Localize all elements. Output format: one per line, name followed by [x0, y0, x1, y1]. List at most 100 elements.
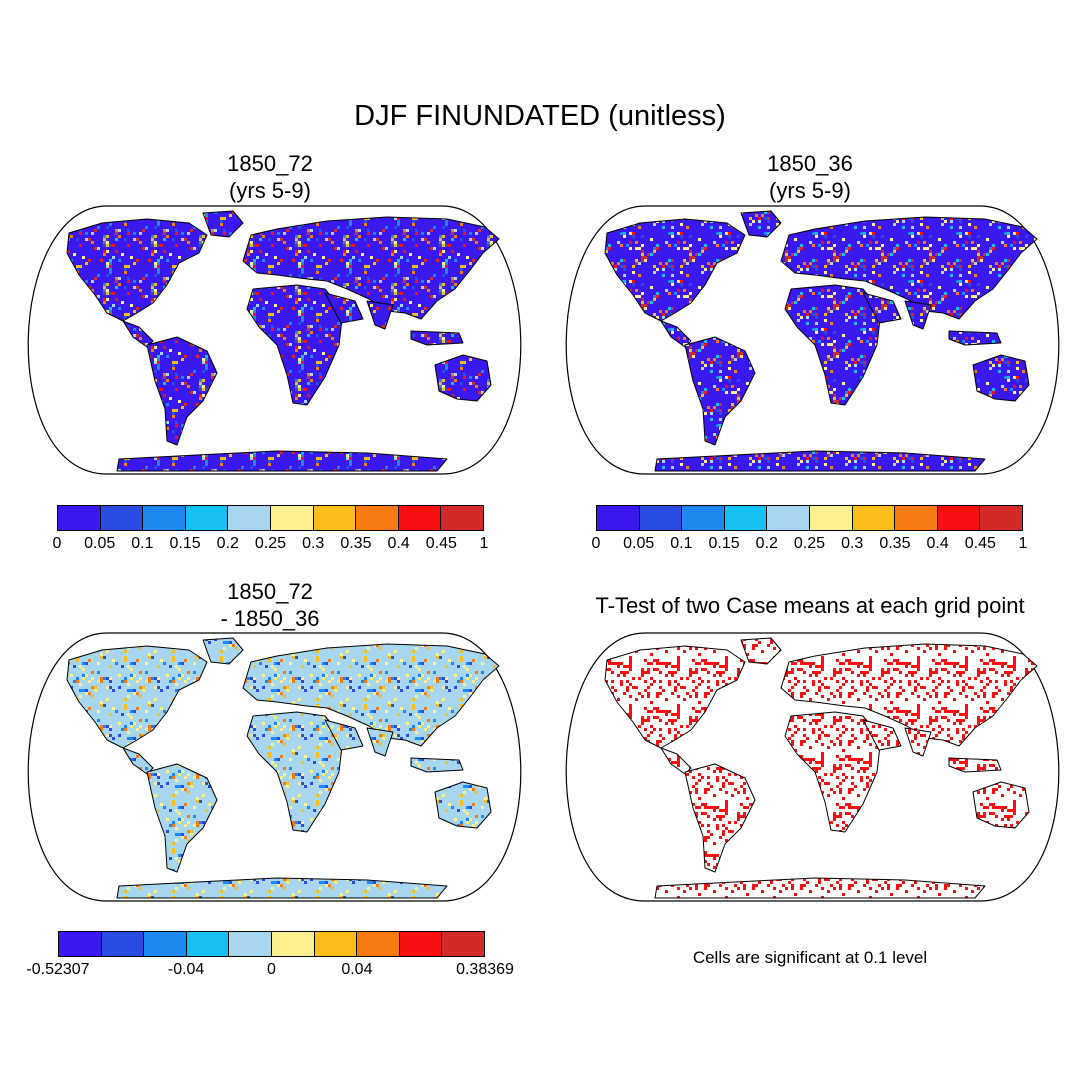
land-indonesia	[410, 330, 464, 346]
colorbar-swatch	[639, 506, 683, 530]
colorbar-swatch	[937, 506, 981, 530]
colorbar-swatch	[357, 932, 400, 956]
colorbar-swatch	[980, 506, 1022, 530]
colorbar-tick-label: 0.1	[670, 535, 693, 552]
land-india	[904, 727, 932, 757]
colorbar-tick-label: 0.45	[425, 535, 457, 552]
land-australia	[972, 781, 1030, 829]
panel-title-difference: 1850_72 - 1850_36	[220, 579, 320, 631]
colorbar-tick-label: 0.2	[216, 535, 239, 552]
colorbar-swatch	[852, 506, 896, 530]
colorbar-swatch	[271, 932, 315, 956]
panel-title-case1: 1850_72 (yrs 5-9)	[227, 151, 313, 203]
panel-title-ttest: T-Test of two Case means at each grid po…	[595, 593, 1025, 618]
land-southAmerica	[684, 336, 756, 446]
colorbar-tick-label: 0	[591, 535, 601, 552]
colorbar-swatch	[356, 506, 399, 530]
land-australia	[434, 781, 492, 829]
colorbar-tick-label: 0.04	[341, 961, 373, 978]
world-map-case2	[565, 205, 1060, 475]
colorbar-case1	[57, 505, 484, 531]
panel-title-case2: 1850_36 (yrs 5-9)	[767, 151, 853, 203]
colorbar-tick-label: 0.05	[84, 535, 116, 552]
land-greenland	[202, 637, 244, 665]
land-arabia	[324, 292, 364, 324]
colorbar-tick-label: 0.4	[926, 535, 949, 552]
colorbar-swatch	[767, 506, 810, 530]
colorbar-tick-label: 0.35	[340, 535, 372, 552]
world-map-case1	[27, 205, 522, 475]
colorbar-tick-label: 0.15	[169, 535, 201, 552]
colorbar-tick-label: 0.35	[879, 535, 911, 552]
colorbar-swatch	[186, 932, 230, 956]
land-india	[366, 727, 394, 757]
colorbar-case2	[596, 505, 1023, 531]
colorbar-swatch	[442, 932, 484, 956]
colorbar-tick-label: 0.05	[623, 535, 655, 552]
colorbar-tick-label: 0.38369	[456, 961, 514, 978]
colorbar-tick-label: 0	[52, 535, 62, 552]
land-eurasia	[242, 643, 500, 747]
colorbar-swatch	[809, 506, 853, 530]
land-indonesia	[410, 757, 464, 773]
colorbar-swatch	[682, 506, 725, 530]
land-indonesia	[948, 330, 1002, 346]
land-india	[904, 300, 932, 330]
colorbar-swatch	[144, 932, 187, 956]
colorbar-swatch	[228, 506, 271, 530]
land-greenland	[740, 637, 782, 665]
land-greenland	[202, 210, 244, 238]
land-australia	[434, 354, 492, 402]
colorbar-swatch	[313, 506, 357, 530]
land-antarctica	[116, 450, 448, 472]
colorbar-tick-label: 1	[1018, 535, 1028, 552]
land-northAmerica	[66, 218, 208, 322]
colorbar-labels-case1: 0 0.05 0.1 0.15 0.2 0.25 0.3 0.35 0.4 0.45 1	[53, 535, 489, 555]
land-arabia	[862, 719, 902, 751]
land-northAmerica	[66, 645, 208, 749]
colorbar-swatch	[314, 932, 358, 956]
land-antarctica	[654, 450, 986, 472]
colorbar-tick-label: 0.25	[793, 535, 826, 552]
land-africa	[784, 711, 882, 833]
colorbar-swatch	[100, 506, 144, 530]
colorbar-tick-label: 0.25	[254, 535, 287, 552]
colorbar-swatch	[59, 932, 102, 956]
world-map-difference	[27, 632, 522, 902]
land-africa	[246, 711, 344, 833]
land-indonesia	[948, 757, 1002, 773]
land-northAmerica	[604, 645, 746, 749]
land-arabia	[324, 719, 364, 751]
colorbar-swatch	[101, 932, 145, 956]
colorbar-labels-difference: -0.52307 -0.04 0 0.04 0.38369	[26, 961, 514, 981]
land-antarctica	[116, 877, 448, 899]
land-southAmerica	[684, 763, 756, 873]
significance-note: Cells are significant at 0.1 level	[692, 948, 928, 967]
colorbar-swatch	[270, 506, 314, 530]
land-greenland	[740, 210, 782, 238]
land-southAmerica	[146, 763, 218, 873]
world-map-ttest	[565, 632, 1060, 902]
land-southAmerica	[146, 336, 218, 446]
colorbar-tick-label: -0.52307	[26, 961, 90, 978]
land-africa	[246, 284, 344, 406]
colorbar-swatch	[143, 506, 186, 530]
land-eurasia	[242, 216, 500, 320]
colorbar-swatch	[724, 506, 768, 530]
colorbar-tick-label: 0.3	[302, 535, 325, 552]
colorbar-tick-label: 1	[479, 535, 489, 552]
land-eurasia	[780, 643, 1038, 747]
land-antarctica	[654, 877, 986, 899]
colorbar-tick-label: 0.15	[708, 535, 740, 552]
land-arabia	[862, 292, 902, 324]
colorbar-swatch	[185, 506, 229, 530]
colorbar-tick-label: 0.3	[841, 535, 864, 552]
colorbar-swatch	[399, 932, 443, 956]
colorbar-swatch	[597, 506, 640, 530]
colorbar-tick-label: 0.45	[964, 535, 996, 552]
colorbar-tick-label: 0.1	[131, 535, 154, 552]
land-africa	[784, 284, 882, 406]
colorbar-swatch	[229, 932, 272, 956]
figure-title: DJF FINUNDATED (unitless)	[354, 100, 726, 132]
colorbar-swatch	[58, 506, 101, 530]
